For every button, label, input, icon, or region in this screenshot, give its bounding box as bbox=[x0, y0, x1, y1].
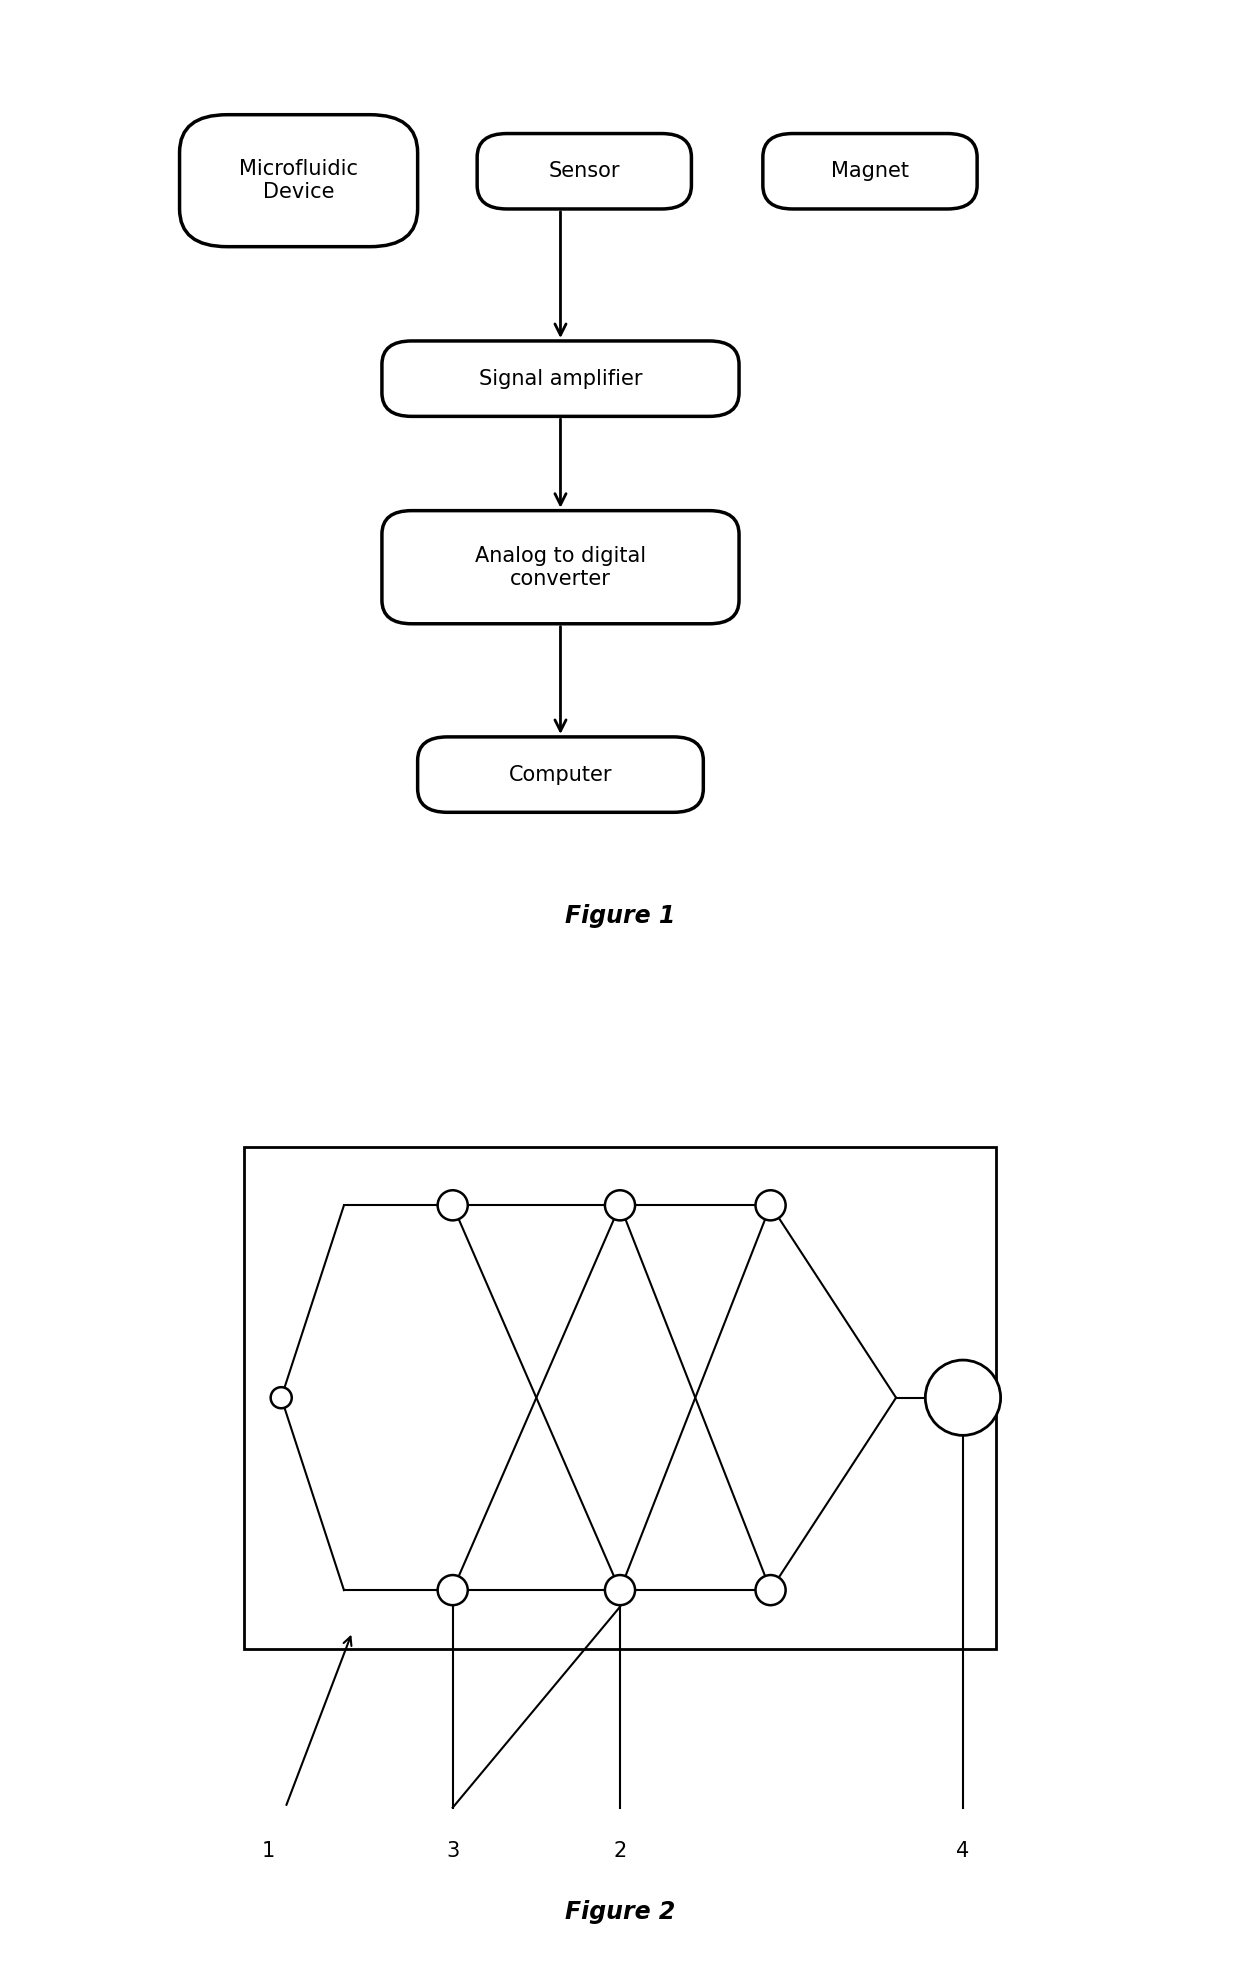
Text: Analog to digital
converter: Analog to digital converter bbox=[475, 546, 646, 589]
Text: Magnet: Magnet bbox=[831, 161, 909, 181]
Circle shape bbox=[270, 1387, 291, 1408]
Circle shape bbox=[438, 1190, 467, 1220]
FancyBboxPatch shape bbox=[477, 134, 692, 208]
FancyBboxPatch shape bbox=[382, 342, 739, 416]
Text: 3: 3 bbox=[446, 1840, 459, 1862]
Text: Sensor: Sensor bbox=[548, 161, 620, 181]
Text: Computer: Computer bbox=[508, 764, 613, 784]
Text: Figure 1: Figure 1 bbox=[564, 903, 676, 929]
Circle shape bbox=[438, 1575, 467, 1605]
Text: 2: 2 bbox=[614, 1840, 626, 1862]
FancyBboxPatch shape bbox=[418, 736, 703, 813]
Circle shape bbox=[755, 1575, 786, 1605]
Text: 4: 4 bbox=[956, 1840, 970, 1862]
FancyBboxPatch shape bbox=[382, 511, 739, 625]
Text: 1: 1 bbox=[262, 1840, 275, 1862]
Text: Figure 2: Figure 2 bbox=[564, 1899, 676, 1923]
Text: Signal amplifier: Signal amplifier bbox=[479, 369, 642, 389]
Circle shape bbox=[755, 1190, 786, 1220]
Circle shape bbox=[925, 1361, 1001, 1436]
Text: Microfluidic
Device: Microfluidic Device bbox=[239, 159, 358, 202]
Bar bbox=[243, 1147, 997, 1648]
FancyBboxPatch shape bbox=[763, 134, 977, 208]
FancyBboxPatch shape bbox=[180, 114, 418, 247]
Circle shape bbox=[605, 1190, 635, 1220]
Circle shape bbox=[605, 1575, 635, 1605]
